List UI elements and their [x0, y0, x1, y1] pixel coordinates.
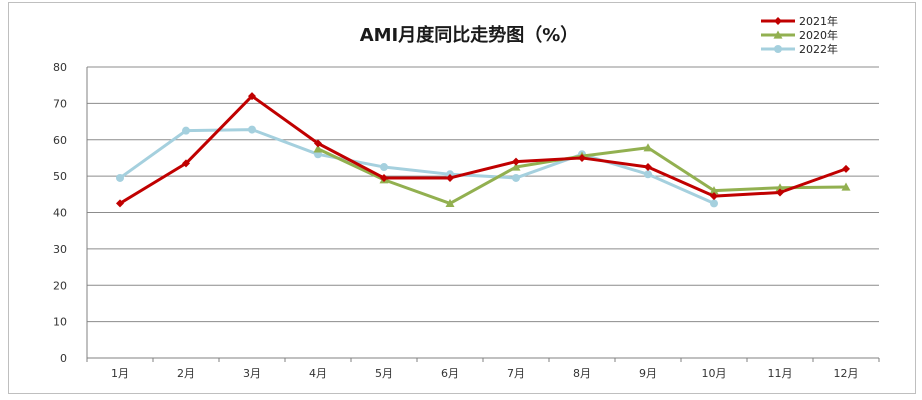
- data-point: [380, 173, 388, 182]
- y-tick-label: 40: [53, 207, 67, 220]
- data-point: [313, 144, 323, 153]
- data-point: [643, 143, 653, 152]
- series-2022年: [116, 125, 718, 208]
- y-tick-label: 0: [60, 352, 67, 365]
- gridlines: [87, 66, 879, 359]
- y-tick-label: 70: [53, 97, 67, 110]
- x-tick-label: 2月: [177, 367, 195, 380]
- data-point: [445, 198, 455, 208]
- y-tick-label: 10: [53, 316, 67, 329]
- x-tick-label: 1月: [111, 367, 129, 380]
- x-tick-label: 3月: [243, 367, 261, 380]
- data-point: [248, 92, 256, 101]
- series-2021年: [116, 92, 850, 208]
- x-tick-label: 9月: [639, 367, 657, 380]
- data-point: [644, 163, 652, 172]
- data-point: [644, 170, 652, 179]
- series-line: [119, 94, 847, 205]
- data-point: [775, 183, 785, 192]
- data-point: [446, 173, 454, 182]
- y-tick-label: 30: [53, 243, 67, 256]
- data-point: [116, 173, 124, 182]
- x-tick-label: 11月: [768, 367, 793, 380]
- x-tick-label: 8月: [573, 367, 591, 380]
- y-tick-label: 20: [53, 279, 67, 292]
- data-point: [776, 188, 784, 197]
- legend-label: 2022年: [799, 42, 838, 56]
- data-point: [710, 199, 718, 208]
- legend-entry: 2020年: [761, 28, 838, 42]
- legend-marker: [774, 45, 782, 53]
- x-tick-label: 6月: [441, 367, 459, 380]
- axes: 0 10 20 30 40 50 60 70 80 1月 2月 3月 4月 5月 6月 7月 8月 9月 10月 11…: [53, 61, 880, 380]
- data-point: [512, 157, 520, 166]
- legend-entry: 2022年: [761, 42, 838, 56]
- series-2020年: [313, 143, 851, 208]
- data-point: [512, 173, 520, 182]
- legend-entry: 2021年: [761, 14, 838, 28]
- data-point: [710, 192, 718, 201]
- legend-marker: [773, 30, 783, 39]
- legend-label: 2021年: [799, 14, 838, 28]
- data-point: [709, 186, 719, 195]
- data-point: [116, 199, 124, 208]
- data-point: [578, 153, 586, 162]
- data-point: [248, 125, 256, 134]
- data-point: [841, 182, 851, 191]
- series-lines: [116, 92, 851, 208]
- y-tick-label: 60: [53, 134, 67, 147]
- y-tick-label: 50: [53, 170, 67, 183]
- x-tick-label: 7月: [507, 367, 525, 380]
- x-tick-label: 5月: [375, 367, 393, 380]
- y-tick-label: 80: [53, 61, 67, 74]
- data-point: [314, 139, 322, 148]
- x-tick-label: 4月: [309, 367, 327, 380]
- x-tick-label: 12月: [834, 367, 859, 380]
- data-point: [380, 163, 388, 172]
- data-point: [182, 159, 190, 168]
- legend-label: 2020年: [799, 28, 838, 42]
- chart-frame: AMI月度同比走势图（%） 0 10 20 30 40 50 60 70 80 1月 2月 3月 4月 5…: [8, 2, 916, 394]
- x-tick-label: 10月: [702, 367, 727, 380]
- data-point: [842, 164, 850, 173]
- chart-title: AMI月度同比走势图（%）: [360, 24, 579, 46]
- chart-svg: AMI月度同比走势图（%） 0 10 20 30 40 50 60 70 80 1月 2月 3月 4月 5…: [53, 14, 880, 380]
- data-point: [511, 162, 521, 171]
- data-point: [182, 126, 190, 135]
- legend-marker: [774, 17, 782, 25]
